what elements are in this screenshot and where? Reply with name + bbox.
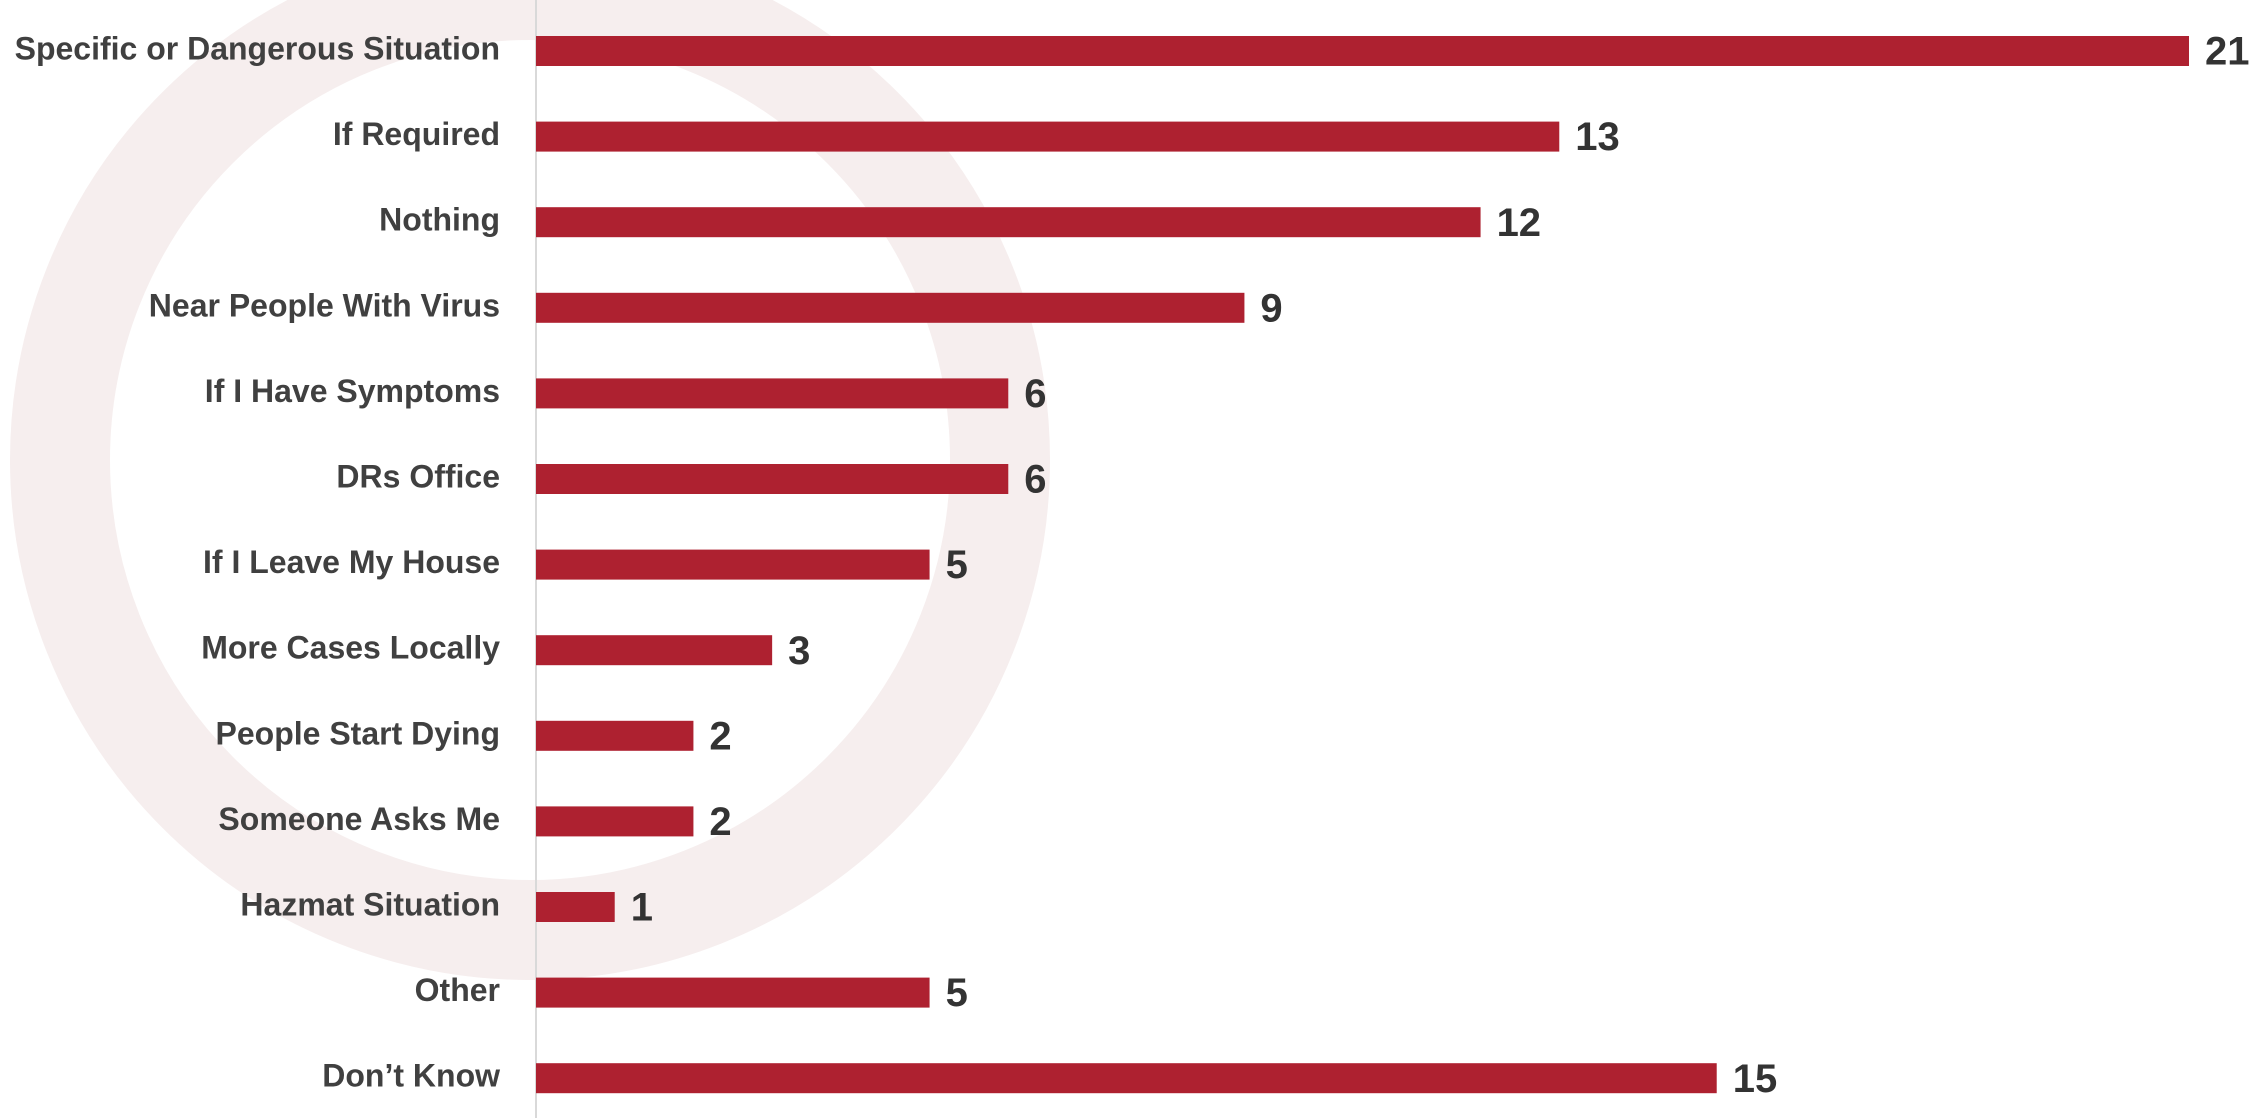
data-label: 9 xyxy=(1260,286,1282,330)
bar xyxy=(536,207,1481,238)
data-label: 6 xyxy=(1024,458,1046,502)
bar xyxy=(536,635,773,666)
category-label: DRs Office xyxy=(336,458,500,494)
category-label: If Required xyxy=(333,116,500,152)
bar xyxy=(536,806,694,837)
watermark xyxy=(10,0,1050,980)
bar xyxy=(536,892,615,922)
category-label: Hazmat Situation xyxy=(240,886,500,922)
data-label: 21 xyxy=(2205,30,2250,74)
bar xyxy=(536,36,2189,66)
data-label: 2 xyxy=(709,714,731,758)
data-label: 5 xyxy=(946,543,968,587)
data-label: 2 xyxy=(709,800,731,844)
bar xyxy=(536,977,930,1008)
data-label: 1 xyxy=(631,886,653,930)
category-label: Specific or Dangerous Situation xyxy=(15,30,500,66)
category-label: Don’t Know xyxy=(322,1058,500,1094)
bar xyxy=(536,1063,1717,1094)
bar xyxy=(536,720,694,751)
bar xyxy=(536,378,1009,409)
data-label: 5 xyxy=(946,971,968,1015)
category-label: Someone Asks Me xyxy=(218,801,500,837)
category-label: Nothing xyxy=(379,202,500,238)
category-label: People Start Dying xyxy=(216,715,501,751)
bar xyxy=(536,549,930,580)
category-label: Near People With Virus xyxy=(149,287,500,323)
category-label: Other xyxy=(415,972,500,1008)
data-label: 13 xyxy=(1575,115,1620,159)
bar xyxy=(536,121,1560,152)
bar xyxy=(536,464,1009,494)
data-label: 6 xyxy=(1024,372,1046,416)
data-label: 15 xyxy=(1733,1057,1778,1101)
bar xyxy=(536,292,1245,323)
data-label: 12 xyxy=(1497,201,1542,245)
category-label: If I Have Symptoms xyxy=(205,373,500,409)
category-label: If I Leave My House xyxy=(203,544,500,580)
category-label: More Cases Locally xyxy=(201,630,500,666)
data-label: 3 xyxy=(788,629,810,673)
